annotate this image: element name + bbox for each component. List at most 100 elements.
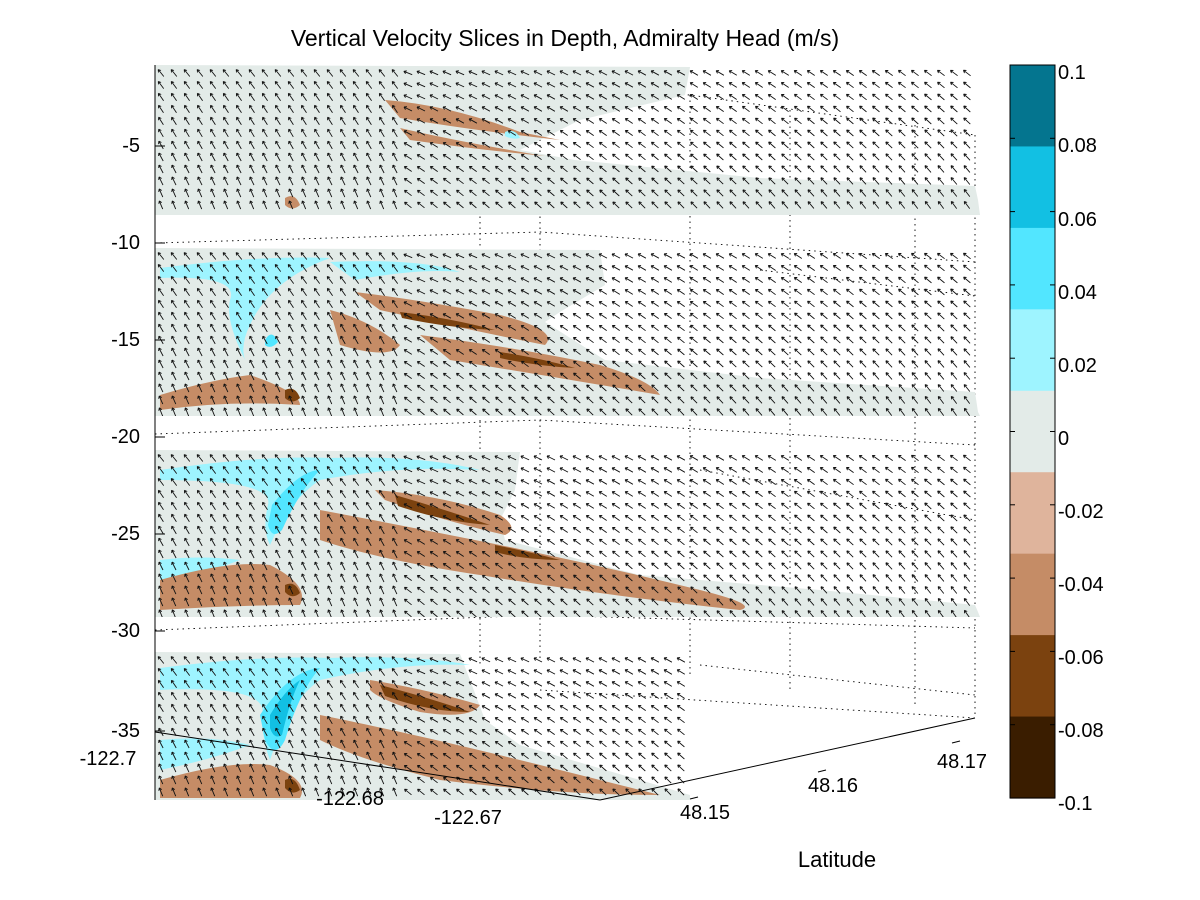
velocity-arrow: [573, 598, 581, 606]
velocity-arrow: [275, 691, 281, 700]
velocity-arrow: [806, 455, 816, 461]
velocity-arrow: [793, 490, 802, 498]
velocity-arrow: [366, 739, 372, 749]
velocity-arrow: [598, 728, 607, 736]
velocity-arrow: [403, 337, 413, 343]
velocity-arrow: [689, 70, 699, 76]
velocity-arrow: [197, 715, 203, 725]
velocity-arrow: [547, 396, 555, 404]
velocity-arrow: [403, 106, 413, 112]
velocity-arrow: [677, 336, 685, 344]
depth-slice: [155, 450, 980, 617]
velocity-arrow: [559, 153, 568, 161]
velocity-arrow: [898, 105, 906, 113]
velocity-arrow: [546, 538, 555, 545]
velocity-arrow: [236, 549, 242, 559]
velocity-arrow: [624, 526, 633, 534]
velocity-arrow: [833, 348, 841, 356]
velocity-arrow: [209, 69, 217, 77]
velocity-arrow: [442, 142, 452, 148]
velocity-arrow: [158, 763, 164, 773]
velocity-arrow: [936, 454, 945, 462]
velocity-arrow: [598, 515, 607, 521]
velocity-arrow: [924, 538, 932, 546]
velocity-arrow: [287, 252, 295, 260]
velocity-arrow: [664, 752, 672, 760]
velocity-arrow: [885, 538, 893, 546]
velocity-arrow: [288, 561, 294, 571]
velocity-arrow: [482, 598, 490, 606]
velocity-arrow: [326, 454, 334, 462]
velocity-arrow: [392, 691, 398, 700]
velocity-arrow: [794, 300, 802, 308]
velocity-arrow: [210, 561, 216, 571]
velocity-arrow: [871, 81, 880, 89]
velocity-arrow: [275, 188, 281, 198]
velocity-arrow: [560, 752, 568, 760]
velocity-arrow: [547, 788, 555, 796]
velocity-arrow: [482, 396, 490, 404]
velocity-arrow: [872, 324, 880, 332]
velocity-arrow: [624, 705, 633, 711]
velocity-arrow: [559, 118, 569, 124]
velocity-arrow: [520, 118, 530, 124]
velocity-arrow: [651, 752, 659, 760]
velocity-arrow: [274, 679, 281, 688]
latitude-tick: [951, 740, 961, 744]
velocity-arrow: [288, 383, 294, 393]
velocity-arrow: [508, 610, 516, 617]
velocity-arrow: [572, 681, 582, 687]
velocity-arrow: [274, 465, 282, 474]
velocity-arrow: [546, 360, 555, 368]
velocity-arrow: [533, 289, 543, 295]
velocity-arrow: [572, 515, 582, 521]
velocity-arrow: [585, 705, 595, 711]
velocity-arrow: [249, 116, 255, 126]
velocity-arrow: [885, 609, 892, 617]
velocity-arrow: [183, 667, 191, 676]
velocity-arrow: [416, 325, 426, 331]
velocity-arrow: [833, 526, 841, 534]
velocity-arrow: [742, 562, 750, 570]
velocity-arrow: [638, 165, 646, 173]
velocity-arrow: [859, 165, 867, 173]
velocity-arrow: [275, 164, 281, 174]
velocity-arrow: [664, 177, 672, 185]
velocity-arrow: [223, 537, 229, 547]
velocity-arrow: [365, 679, 372, 688]
velocity-arrow: [287, 679, 294, 688]
velocity-arrow: [288, 501, 294, 510]
velocity-arrow: [170, 275, 178, 284]
velocity-arrow: [911, 384, 919, 392]
velocity-arrow: [611, 301, 621, 307]
velocity-arrow: [429, 752, 438, 759]
velocity-arrow: [716, 610, 724, 617]
velocity-arrow: [300, 656, 308, 664]
velocity-arrow: [937, 490, 945, 498]
velocity-arrow: [222, 477, 230, 486]
velocity-arrow: [197, 775, 203, 785]
velocity-arrow: [546, 106, 556, 112]
velocity-arrow: [650, 70, 660, 76]
velocity-arrow: [793, 478, 802, 485]
velocity-arrow: [301, 152, 307, 162]
velocity-arrow: [507, 503, 517, 509]
velocity-arrow: [885, 348, 893, 356]
velocity-arrow: [416, 118, 426, 124]
velocity-arrow: [158, 573, 164, 583]
velocity-arrow: [638, 384, 646, 392]
velocity-arrow: [403, 479, 413, 485]
velocity-arrow: [262, 335, 268, 345]
velocity-arrow: [391, 275, 399, 284]
velocity-arrow: [611, 669, 621, 675]
velocity-arrow: [651, 201, 659, 209]
velocity-arrow: [340, 140, 346, 150]
velocity-arrow: [559, 313, 569, 319]
velocity-arrow: [559, 301, 569, 307]
velocity-arrow: [950, 300, 958, 308]
velocity-arrow: [572, 538, 581, 545]
velocity-arrow: [625, 776, 633, 784]
velocity-arrow: [157, 252, 165, 260]
velocity-arrow: [352, 275, 360, 284]
velocity-arrow: [392, 573, 398, 583]
